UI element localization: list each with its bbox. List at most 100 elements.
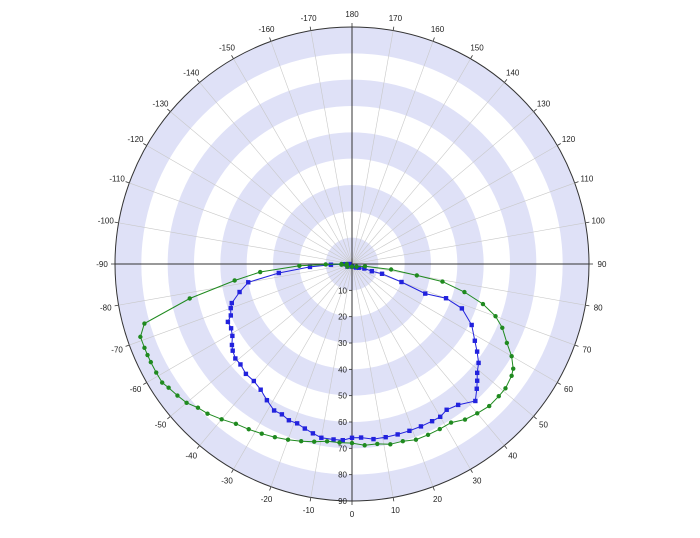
series-2-point (232, 278, 237, 283)
radial-tick-label: 10 (338, 286, 347, 295)
series-2-point (388, 442, 393, 447)
series-2-point (349, 264, 355, 269)
spoke-100 (351, 222, 586, 265)
spoke--80 (118, 263, 353, 306)
series-1-point (418, 424, 424, 429)
angular-tick-130 (533, 108, 537, 112)
angular-tick-label: -90 (96, 260, 108, 269)
angular-tick-label: 170 (389, 14, 403, 23)
series-1-point (279, 412, 285, 417)
spoke-120 (351, 145, 558, 265)
series-1-point (237, 289, 242, 295)
angular-tick-label: 100 (592, 217, 606, 226)
series-1-point (444, 407, 449, 412)
series-1-point (407, 428, 412, 434)
angular-tick-label: -150 (219, 43, 236, 52)
series-2-point (480, 301, 486, 307)
series-1-point (238, 362, 243, 367)
spoke-140 (351, 82, 505, 265)
radial-tick-label: 50 (338, 392, 347, 401)
angular-tick-label: -40 (186, 452, 198, 461)
series-2-point (337, 440, 342, 445)
series-1-point (286, 418, 292, 423)
series-2-point (272, 435, 278, 440)
series-1-point (474, 378, 480, 383)
series-2-point (511, 366, 516, 371)
spoke--40 (199, 263, 353, 446)
series-2-point (375, 441, 380, 447)
angular-tick-label: 80 (594, 303, 603, 312)
angular-tick-label: -170 (301, 14, 318, 23)
tick-marks (111, 23, 593, 505)
series-2-point (159, 380, 165, 385)
tick-labels: -170-160-150-140-130-120-110-100-90-80-7… (96, 10, 607, 519)
angular-tick-label: -100 (98, 217, 115, 226)
angular-tick--70 (125, 344, 130, 347)
series-1-point (438, 414, 443, 419)
series-2-point (414, 273, 420, 278)
series-1-point (340, 437, 345, 443)
series-2-point (425, 432, 431, 438)
angular-tick-label: 90 (598, 260, 607, 269)
series-1-point (228, 305, 233, 311)
series-1-point (443, 296, 449, 301)
angular-tick--140 (196, 79, 200, 83)
spoke--30 (233, 263, 353, 470)
angular-tick-label: -160 (258, 25, 275, 34)
spoke--100 (118, 222, 353, 265)
angular-tick-80 (585, 304, 590, 307)
series-2-point (145, 352, 150, 358)
series-1-point (459, 306, 465, 311)
series-1-point (228, 313, 234, 318)
series-2-point (462, 417, 468, 422)
series-1-point (349, 435, 355, 440)
series-1-point (331, 437, 336, 442)
series-2-point (400, 438, 406, 444)
angular-tick-label: -10 (303, 506, 315, 515)
spoke--20 (270, 263, 353, 487)
angular-tick-label: -60 (130, 385, 142, 394)
angular-tick-150 (470, 55, 473, 59)
angular-tick-label: -80 (100, 303, 112, 312)
radial-tick-label: 20 (338, 313, 347, 322)
series-2-point (259, 431, 264, 436)
spoke-20 (351, 263, 434, 487)
series-2-point (500, 325, 505, 330)
series-2-point (195, 405, 201, 410)
angular-tick-label: 60 (564, 385, 573, 394)
angular-tick-120 (557, 143, 561, 146)
spoke--170 (310, 30, 353, 265)
angular-tick-label: 110 (581, 174, 594, 183)
series-1-point (474, 349, 480, 354)
series-1 (225, 261, 481, 443)
series-2-point (462, 289, 467, 295)
series-1-point (455, 402, 461, 408)
radial-tick-label: 70 (338, 444, 347, 453)
series-1-point (229, 300, 234, 306)
series-1-point (395, 432, 400, 437)
angular-tick--60 (143, 382, 147, 385)
series-2-point (187, 296, 192, 301)
series-1-point (307, 264, 313, 270)
series-2-point (233, 421, 239, 426)
angular-tick-label: 160 (431, 25, 445, 34)
angular-tick-label: 30 (473, 477, 482, 486)
series-1-point (294, 421, 300, 426)
angular-tick-110 (574, 181, 579, 184)
spoke--160 (270, 41, 353, 265)
spoke-70 (351, 263, 575, 346)
angular-tick-label: -50 (155, 421, 167, 430)
angular-tick-label: 130 (537, 99, 551, 108)
series-2-point (285, 437, 291, 442)
series-1-point (264, 398, 270, 403)
series-1-point (251, 378, 257, 384)
angular-tick-label: 10 (391, 506, 400, 515)
series-2-point (175, 393, 180, 398)
angular-tick--50 (167, 416, 171, 420)
series-2-point (413, 437, 419, 442)
series-1-point (399, 279, 404, 285)
series-2-point (504, 340, 510, 346)
angular-tick-60 (557, 382, 561, 385)
series-1-point (383, 434, 388, 440)
